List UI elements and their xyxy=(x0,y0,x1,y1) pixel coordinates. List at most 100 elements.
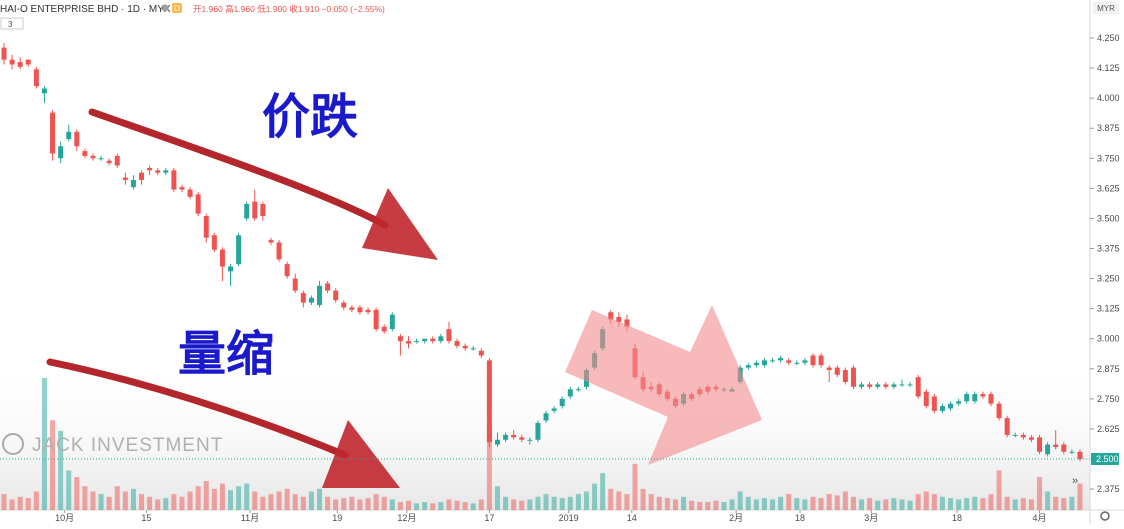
annotation-arrowhead xyxy=(362,188,438,260)
candle-body xyxy=(519,437,525,440)
candle-body xyxy=(114,155,120,166)
volume-bar xyxy=(90,491,96,510)
x-tick-label: 2019 xyxy=(559,513,579,523)
volume-bar xyxy=(778,496,784,510)
x-tick-label: 4月 xyxy=(1033,513,1047,523)
candle-body xyxy=(349,307,355,310)
volume-bar xyxy=(535,496,541,510)
volume-bar xyxy=(50,420,56,510)
volume-bar xyxy=(58,430,64,510)
candle-body xyxy=(770,360,776,362)
volume-bar xyxy=(729,499,735,510)
volume-bar xyxy=(462,502,468,510)
volume-bar xyxy=(41,378,47,510)
candle-body xyxy=(300,293,306,303)
candle-body xyxy=(171,170,177,190)
candle-body xyxy=(333,290,339,301)
candle-body xyxy=(106,160,112,164)
volume-bar xyxy=(1004,496,1010,510)
candle-body xyxy=(1004,418,1010,435)
volume-bar xyxy=(753,499,759,510)
volume-bar xyxy=(268,494,274,510)
volume-bar xyxy=(179,496,185,510)
candle-body xyxy=(33,69,39,87)
volume-bar xyxy=(1012,499,1018,510)
volume-bar xyxy=(130,488,136,510)
volume-bar xyxy=(664,498,670,510)
volume-bar xyxy=(195,486,201,510)
y-tick-label: 3.250 xyxy=(1097,274,1120,284)
candle-body xyxy=(373,309,379,330)
settings-button[interactable] xyxy=(1100,511,1110,521)
volume-bar xyxy=(907,500,913,510)
scroll-button[interactable]: » xyxy=(1072,475,1078,487)
volume-bar xyxy=(681,496,687,510)
candle-body xyxy=(90,155,96,159)
indicator-toggle[interactable] xyxy=(0,17,24,30)
volume-bar xyxy=(430,503,436,510)
volume-bar xyxy=(333,499,339,510)
volume-bar xyxy=(761,498,767,510)
indicator-count[interactable]: 3 xyxy=(8,20,13,29)
y-tick-label: 3.375 xyxy=(1097,244,1120,254)
y-tick-label: 3.500 xyxy=(1097,213,1120,223)
volume-bar xyxy=(1061,498,1067,510)
candle-body xyxy=(422,338,428,342)
volume-bar xyxy=(567,496,573,510)
volume-bar xyxy=(1028,499,1034,510)
volume-bar xyxy=(373,494,379,510)
candle-body xyxy=(365,309,371,313)
candle-body xyxy=(883,384,889,387)
candle-body xyxy=(794,362,800,364)
y-tick-label: 4.250 xyxy=(1097,33,1120,43)
candle-body xyxy=(1053,444,1059,447)
candle-body xyxy=(988,394,994,404)
candle-body xyxy=(527,439,533,441)
volume-bar xyxy=(414,503,420,510)
candle-body xyxy=(260,204,266,217)
candle-body xyxy=(381,326,387,332)
currency-box xyxy=(1093,2,1119,14)
volume-bar xyxy=(203,480,209,510)
volume-bar xyxy=(875,500,881,510)
volume-bar xyxy=(317,488,323,510)
volume-bar xyxy=(187,491,193,510)
volume-bar xyxy=(883,499,889,510)
candle-body xyxy=(842,369,848,383)
candle-body xyxy=(147,167,153,171)
volume-bar xyxy=(519,500,525,510)
candle-body xyxy=(778,357,784,361)
volume-bar xyxy=(648,494,654,510)
candle-body xyxy=(41,88,47,94)
volume-bar xyxy=(931,494,937,510)
volume-bar xyxy=(786,494,792,510)
candle-body xyxy=(1028,437,1034,440)
volume-bar xyxy=(9,499,15,510)
volume-bar xyxy=(834,495,840,510)
candle-body xyxy=(82,151,88,156)
volume-bar xyxy=(891,498,897,510)
volume-bar xyxy=(406,500,411,510)
candle-body xyxy=(608,312,614,320)
volume-bar xyxy=(228,490,234,510)
candle-body xyxy=(948,403,954,409)
candle-body xyxy=(236,235,242,265)
volume-bar xyxy=(592,483,598,510)
volume-bar xyxy=(697,502,703,510)
candle-body xyxy=(850,367,856,387)
volume-bar xyxy=(859,499,865,510)
candle-body xyxy=(1069,451,1075,453)
volume-bar xyxy=(422,502,428,510)
volume-bar xyxy=(1,494,7,510)
symbol: HAI-O ENTERPRISE BHD · 1D · MYX xyxy=(0,4,171,15)
candle-body xyxy=(875,384,881,387)
volume-bar xyxy=(33,491,39,510)
candle-body xyxy=(357,307,363,313)
volume-bar xyxy=(624,494,630,510)
volume-bar xyxy=(1077,483,1083,510)
volume-bar xyxy=(365,498,371,510)
candle-body xyxy=(98,158,104,160)
candle-body xyxy=(867,384,873,387)
volume-bar xyxy=(1045,491,1051,510)
